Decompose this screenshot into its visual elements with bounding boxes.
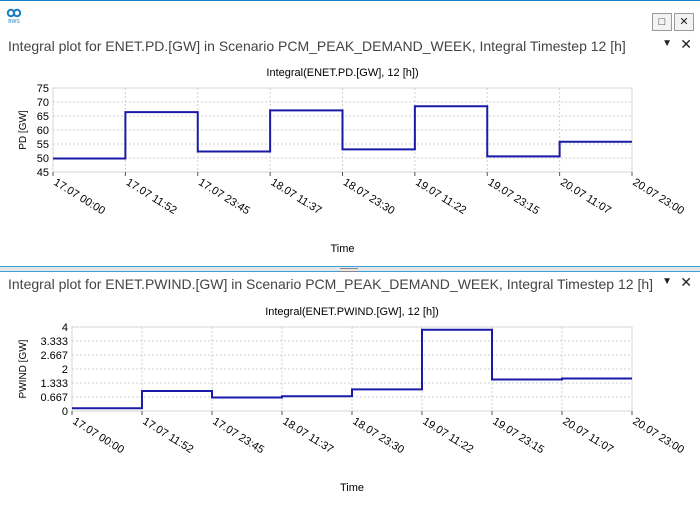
x-tick-label: 19.07 23:15 — [490, 415, 546, 456]
x-tick-label: 19.07 11:22 — [413, 176, 468, 217]
y-tick-label: 2.667 — [40, 350, 68, 362]
chart-title: Integral(ENET.PD.[GW], 12 [h]) — [266, 67, 418, 79]
x-axis-label: Time — [340, 482, 364, 494]
splitter-grip-icon — [340, 268, 358, 272]
x-tick-label: 19.07 23:15 — [486, 176, 542, 217]
y-tick-label: 60 — [37, 125, 49, 137]
panel-menu-dropdown-icon[interactable]: ▼ — [662, 38, 672, 49]
x-tick-label: 18.07 11:37 — [280, 415, 335, 456]
panel-splitter[interactable] — [0, 266, 700, 272]
x-tick-label: 20.07 11:07 — [560, 415, 615, 456]
data-series-line — [72, 328, 632, 410]
x-tick-label: 17.07 11:52 — [140, 415, 195, 456]
panel-title: Integral plot for ENET.PWIND.[GW] in Sce… — [8, 276, 654, 292]
chart-pd: Integral(ENET.PD.[GW], 12 [h]) 45 50 55 60 65… — [18, 67, 686, 255]
panel-header: Integral plot for ENET.PD.[GW] in Scenar… — [0, 34, 700, 58]
close-window-button[interactable]: ✕ — [674, 13, 694, 31]
panel-pd: Integral plot for ENET.PD.[GW] in Scenar… — [0, 34, 700, 266]
x-tick-label: 17.07 00:00 — [70, 415, 126, 456]
y-tick-label: 70 — [37, 97, 49, 109]
panel-menu-dropdown-icon[interactable]: ▼ — [662, 276, 672, 287]
x-tick-label: 17.07 23:45 — [210, 415, 266, 456]
y-tick-label: 0.667 — [40, 392, 68, 404]
restore-button[interactable]: □ — [652, 13, 672, 31]
x-tick-label: 20.07 11:07 — [558, 176, 613, 217]
x-tick-label: 17.07 23:45 — [196, 176, 252, 217]
y-tick-label: 0 — [62, 406, 68, 418]
x-tick-label: 19.07 11:22 — [420, 415, 475, 456]
y-tick-label: 2 — [62, 364, 68, 376]
x-tick-label: 18.07 11:37 — [269, 176, 324, 217]
chart-pwind: Integral(ENET.PWIND.[GW], 12 [h])00.6671… — [18, 306, 686, 494]
y-tick-label: 1.333 — [40, 378, 68, 390]
panel-pwind: Integral plot for ENET.PWIND.[GW] in Sce… — [0, 272, 700, 510]
x-tick-label: 17.07 00:00 — [51, 176, 107, 217]
y-tick-label: 55 — [37, 139, 49, 151]
y-tick-label: 65 — [37, 111, 49, 123]
y-axis-label: PWIND [GW] — [18, 339, 29, 398]
x-axis-label: Time — [330, 243, 354, 255]
y-tick-label: 75 — [37, 83, 49, 95]
panel-title: Integral plot for ENET.PD.[GW] in Scenar… — [8, 38, 626, 54]
y-tick-label: 3.333 — [40, 336, 68, 348]
window-titlebar: BWS □ ✕ — [0, 0, 700, 34]
x-tick-label: 18.07 23:30 — [350, 415, 406, 456]
x-tick-label: 18.07 23:30 — [341, 176, 397, 217]
y-tick-label: 4 — [62, 322, 68, 334]
x-tick-label: 17.07 11:52 — [124, 176, 179, 217]
y-axis-label: PD [GW] — [18, 110, 29, 150]
y-tick-label: 50 — [37, 153, 49, 165]
app-logo-icon: BWS — [6, 8, 22, 25]
data-series-line — [53, 105, 632, 160]
x-tick-label: 20.07 23:00 — [630, 415, 686, 456]
chart-title: Integral(ENET.PWIND.[GW], 12 [h]) — [265, 306, 439, 318]
x-tick-label: 20.07 23:00 — [630, 176, 686, 217]
panel-close-icon[interactable]: ✕ — [680, 274, 692, 290]
panel-header: Integral plot for ENET.PWIND.[GW] in Sce… — [0, 272, 700, 296]
panel-close-icon[interactable]: ✕ — [680, 36, 692, 52]
y-tick-label: 45 — [37, 167, 49, 179]
app-logo-label: BWS — [8, 19, 20, 25]
